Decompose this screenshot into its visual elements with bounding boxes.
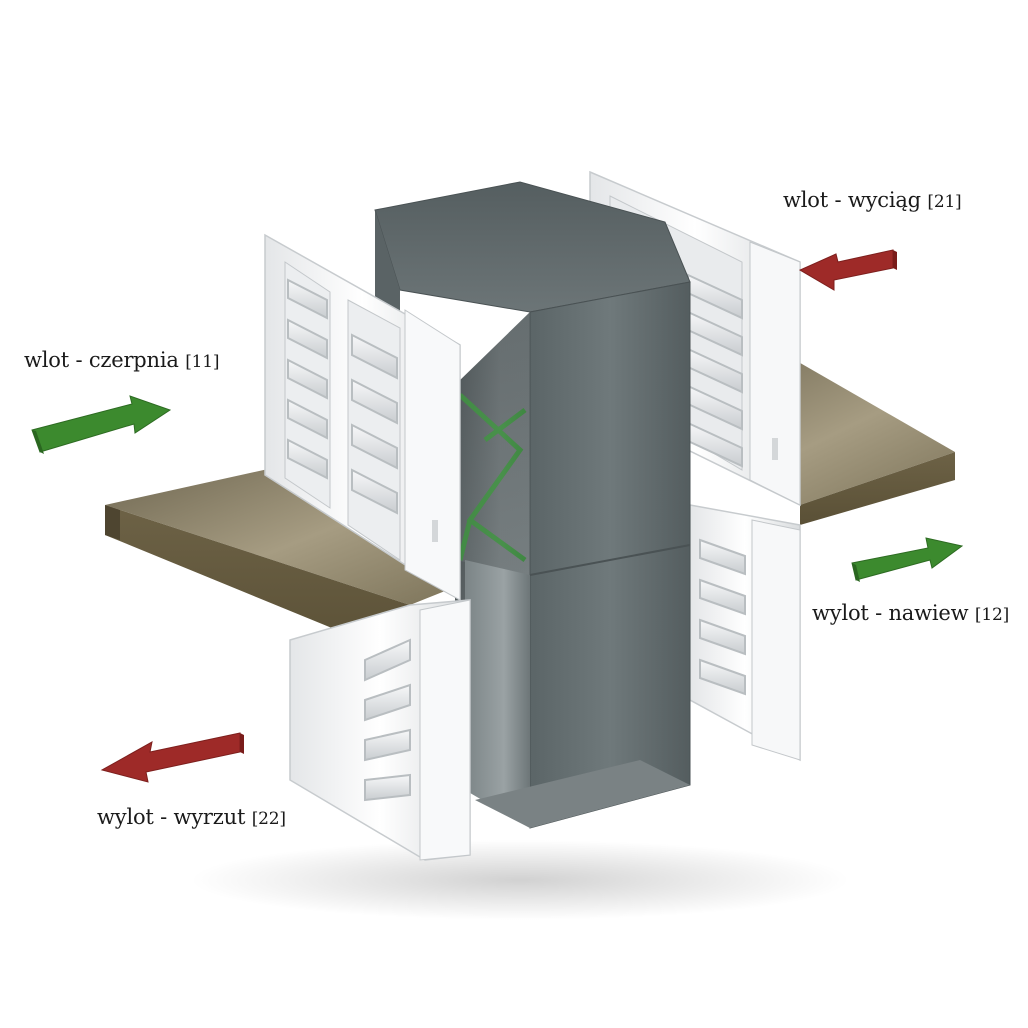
label-intake-exhaust: wlot - wyciąg [21] (783, 188, 962, 212)
left-louver-frame (264, 233, 471, 861)
label-intake-fresh-text: wlot - czerpnia (24, 348, 179, 372)
label-outlet-supply-text: wylot - nawiew (812, 601, 969, 625)
left-divider-plate (105, 462, 460, 660)
label-outlet-supply-tag: [12] (974, 605, 1010, 625)
arrow-outlet-waste-icon (100, 732, 244, 783)
floor-shadow (190, 840, 850, 920)
label-outlet-supply: wylot - nawiew [12] (812, 601, 1009, 625)
label-outlet-waste-tag: [22] (251, 809, 286, 829)
arrow-intake-fresh-icon (31, 395, 172, 454)
label-outlet-waste-text: wylot - wyrzut (97, 805, 246, 829)
label-intake-exhaust-tag: [21] (927, 192, 962, 212)
label-intake-exhaust-text: wlot - wyciąg (783, 188, 921, 212)
arrow-intake-exhaust-icon (798, 249, 897, 291)
label-outlet-waste: wylot - wyrzut [22] (97, 805, 286, 829)
label-intake-fresh: wlot - czerpnia [11] (24, 348, 220, 372)
arrow-outlet-supply-icon (851, 537, 964, 582)
exchanger-housing (374, 181, 691, 829)
label-intake-fresh-tag: [11] (185, 352, 220, 372)
